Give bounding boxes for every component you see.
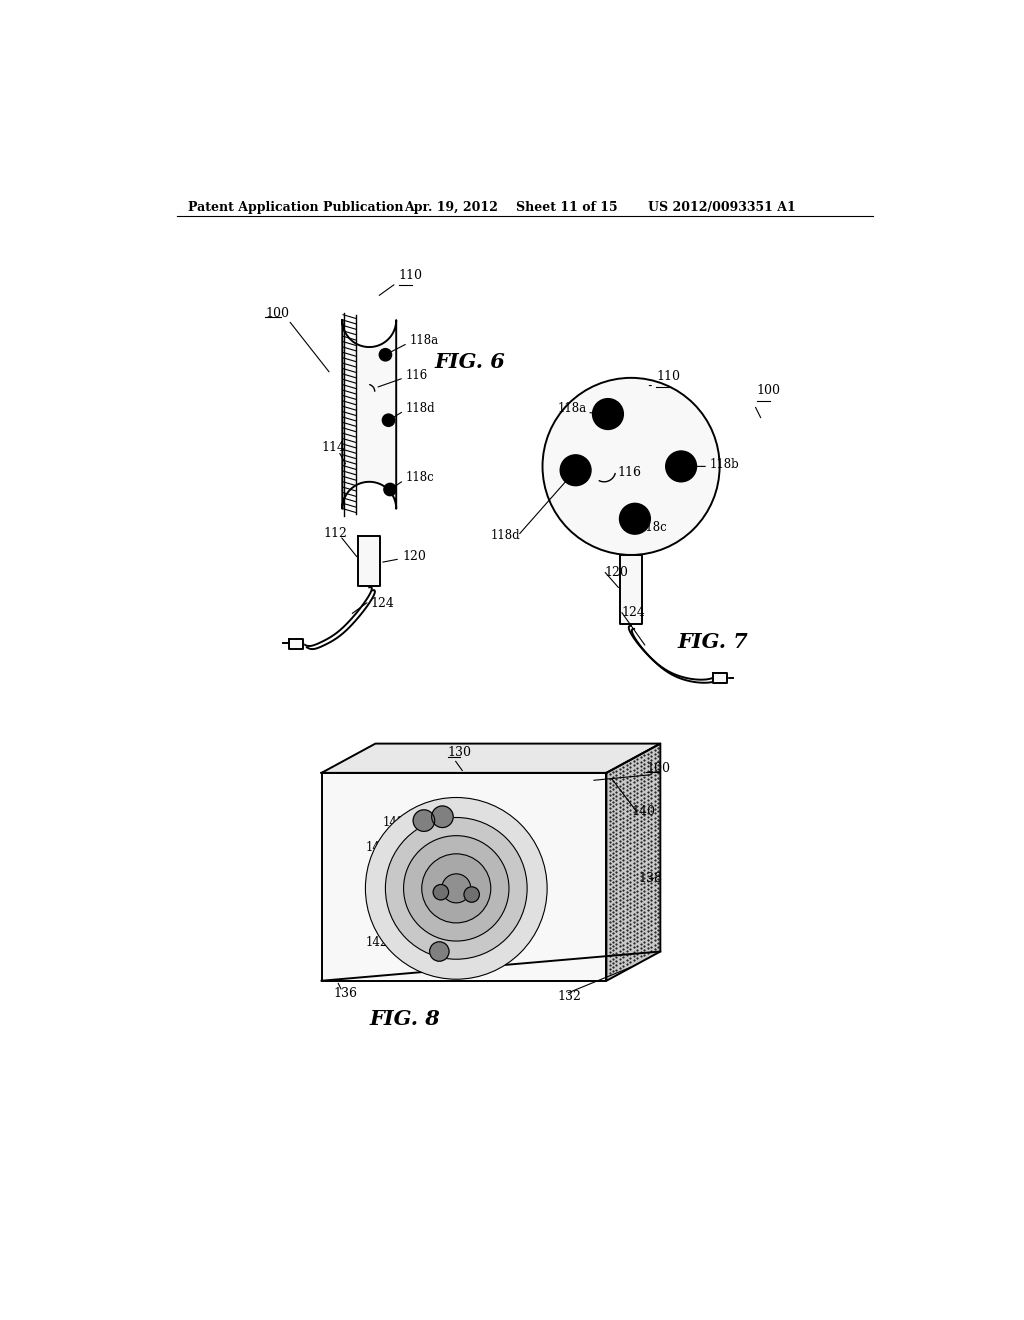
Polygon shape bbox=[714, 673, 727, 682]
Circle shape bbox=[432, 807, 454, 828]
Text: 110: 110 bbox=[656, 370, 681, 383]
Text: 114: 114 bbox=[322, 441, 345, 454]
Polygon shape bbox=[342, 321, 396, 508]
Text: 100: 100 bbox=[757, 384, 780, 397]
Polygon shape bbox=[322, 774, 606, 981]
Text: 118a: 118a bbox=[410, 334, 438, 347]
Text: 124: 124 bbox=[622, 606, 646, 619]
Text: 120: 120 bbox=[402, 550, 426, 564]
Text: 136: 136 bbox=[333, 987, 357, 1001]
Circle shape bbox=[543, 378, 720, 554]
Text: 118c: 118c bbox=[406, 471, 434, 484]
Text: 118d: 118d bbox=[406, 403, 435, 416]
Text: 130: 130 bbox=[447, 746, 472, 759]
Circle shape bbox=[413, 810, 435, 832]
Text: 116: 116 bbox=[406, 370, 428, 381]
Circle shape bbox=[560, 455, 591, 486]
Text: 134: 134 bbox=[490, 921, 515, 935]
Text: FIG. 8: FIG. 8 bbox=[370, 1010, 440, 1030]
Circle shape bbox=[593, 399, 624, 429]
Text: US 2012/0093351 A1: US 2012/0093351 A1 bbox=[648, 201, 796, 214]
Text: 142d: 142d bbox=[471, 890, 501, 903]
Text: 116: 116 bbox=[617, 466, 641, 479]
Text: 118b: 118b bbox=[710, 458, 739, 471]
Text: 110: 110 bbox=[398, 268, 423, 281]
Text: 120: 120 bbox=[604, 566, 628, 579]
Text: 142b: 142b bbox=[366, 841, 395, 854]
Text: 100: 100 bbox=[265, 308, 290, 321]
Circle shape bbox=[620, 503, 650, 535]
Circle shape bbox=[464, 887, 479, 903]
Text: 138: 138 bbox=[639, 871, 663, 884]
Text: 118a: 118a bbox=[558, 403, 587, 416]
Circle shape bbox=[403, 836, 509, 941]
Circle shape bbox=[366, 797, 547, 979]
Text: 142b: 142b bbox=[366, 936, 395, 949]
Circle shape bbox=[433, 884, 449, 900]
Text: 112: 112 bbox=[323, 527, 347, 540]
Polygon shape bbox=[621, 554, 642, 624]
Circle shape bbox=[441, 874, 471, 903]
Text: 118c: 118c bbox=[639, 520, 668, 533]
Text: FIG. 6: FIG. 6 bbox=[435, 352, 506, 372]
Text: FIG. 7: FIG. 7 bbox=[677, 632, 748, 652]
Circle shape bbox=[666, 451, 696, 482]
Text: 142a: 142a bbox=[383, 816, 413, 829]
Text: 124: 124 bbox=[371, 597, 394, 610]
Text: 118d: 118d bbox=[490, 529, 520, 543]
Polygon shape bbox=[322, 743, 660, 774]
Circle shape bbox=[385, 817, 527, 960]
Text: Sheet 11 of 15: Sheet 11 of 15 bbox=[515, 201, 617, 214]
Circle shape bbox=[384, 483, 396, 495]
Polygon shape bbox=[606, 743, 660, 981]
Polygon shape bbox=[358, 536, 380, 586]
Circle shape bbox=[382, 414, 394, 426]
Circle shape bbox=[422, 854, 490, 923]
Circle shape bbox=[379, 348, 391, 360]
Circle shape bbox=[430, 941, 450, 961]
Text: 132: 132 bbox=[558, 990, 582, 1003]
Text: 140: 140 bbox=[631, 805, 655, 818]
Text: Patent Application Publication: Patent Application Publication bbox=[188, 201, 403, 214]
Text: Apr. 19, 2012: Apr. 19, 2012 bbox=[403, 201, 498, 214]
Text: 100: 100 bbox=[646, 762, 671, 775]
Polygon shape bbox=[289, 639, 303, 649]
